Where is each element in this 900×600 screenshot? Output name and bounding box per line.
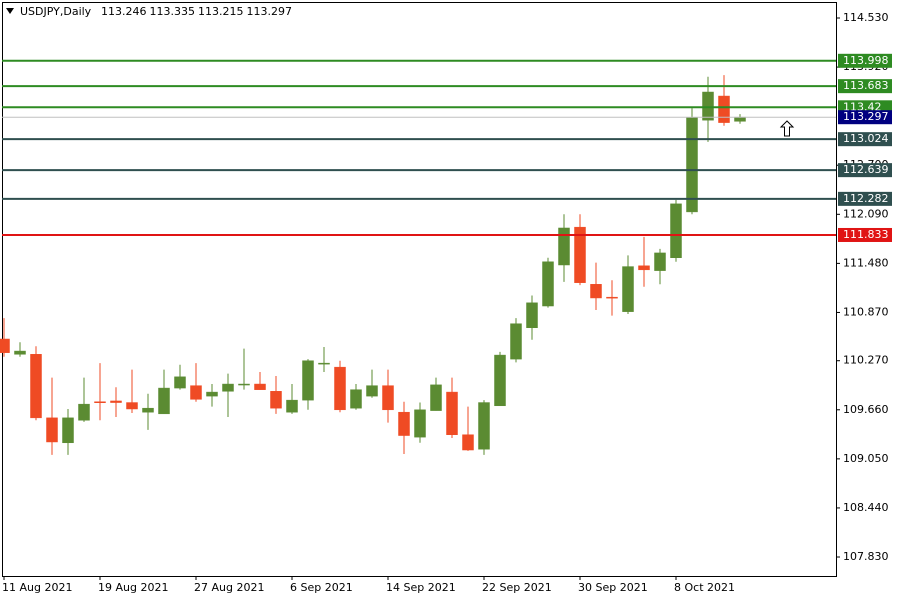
header-value: 113.215 bbox=[198, 5, 244, 18]
candle-body bbox=[302, 360, 314, 401]
candle-body bbox=[78, 403, 90, 421]
candle-body bbox=[494, 354, 506, 407]
candle-body bbox=[702, 91, 714, 121]
candle-body bbox=[366, 385, 378, 397]
header-value: 113.246 bbox=[101, 5, 147, 18]
candle-body bbox=[430, 384, 442, 411]
candle-body bbox=[590, 284, 602, 299]
candle-body bbox=[542, 261, 554, 307]
menu-triangle bbox=[6, 8, 14, 14]
candle-body bbox=[14, 350, 26, 355]
x-tick-label: 30 Sep 2021 bbox=[578, 581, 648, 594]
x-tick-label: 6 Sep 2021 bbox=[290, 581, 353, 594]
y-tick-label: 114.530 bbox=[843, 11, 889, 24]
candle-body bbox=[638, 265, 650, 271]
y-tick-label: 111.480 bbox=[843, 256, 889, 269]
candle-body bbox=[558, 227, 570, 266]
candle-body bbox=[126, 402, 138, 410]
level-label: 113.024 bbox=[843, 132, 889, 145]
candle-body bbox=[190, 385, 202, 400]
candle-body bbox=[574, 226, 586, 283]
level-label-box bbox=[838, 132, 892, 147]
level-label-box bbox=[838, 191, 892, 206]
level-label: 111.833 bbox=[843, 228, 889, 241]
candle-body bbox=[510, 323, 522, 360]
candle-body bbox=[158, 387, 170, 415]
candle-body bbox=[350, 389, 362, 409]
level-label-box bbox=[838, 79, 892, 94]
candle-body bbox=[622, 266, 634, 312]
candle-body bbox=[526, 302, 538, 328]
level-label-box bbox=[838, 227, 892, 242]
level-label: 112.639 bbox=[843, 163, 889, 176]
x-tick-label: 19 Aug 2021 bbox=[98, 581, 168, 594]
y-tick-label: 108.440 bbox=[843, 501, 889, 514]
candle-body bbox=[446, 391, 458, 435]
candle-body bbox=[414, 409, 426, 438]
x-tick-label: 27 Aug 2021 bbox=[194, 581, 264, 594]
arrow-icon bbox=[779, 120, 795, 137]
candle-body bbox=[334, 366, 346, 411]
candle-body bbox=[174, 376, 186, 389]
candle-body bbox=[734, 116, 746, 122]
plot-frame bbox=[2, 2, 837, 577]
level-label: 113.998 bbox=[843, 54, 889, 67]
candle-body bbox=[94, 401, 106, 403]
header-value: 113.297 bbox=[247, 5, 293, 18]
level-label: 113.297 bbox=[843, 110, 889, 123]
y-tick-label: 110.270 bbox=[843, 354, 889, 367]
x-tick-label: 22 Sep 2021 bbox=[482, 581, 552, 594]
level-label-box bbox=[838, 53, 892, 68]
level-label: 113.683 bbox=[843, 79, 889, 92]
chart-title: USDJPY,Daily bbox=[20, 5, 92, 18]
candle-body bbox=[206, 391, 218, 397]
candle-body bbox=[606, 296, 618, 299]
candle-body bbox=[222, 383, 234, 392]
candle-body bbox=[110, 400, 122, 403]
candle-body bbox=[270, 391, 282, 409]
candle-body bbox=[686, 117, 698, 213]
candle-body bbox=[654, 252, 666, 271]
y-tick-label: 109.050 bbox=[843, 452, 889, 465]
level-label-box bbox=[838, 110, 892, 125]
candle-body bbox=[286, 399, 298, 413]
candle-body bbox=[398, 411, 410, 436]
candle-body bbox=[318, 362, 330, 365]
candle-body bbox=[382, 385, 394, 411]
candle-body bbox=[30, 354, 42, 419]
level-label-box bbox=[838, 163, 892, 178]
y-tick-label: 109.660 bbox=[843, 403, 889, 416]
x-tick-label: 11 Aug 2021 bbox=[2, 581, 72, 594]
candle-body bbox=[46, 417, 58, 443]
candle-body bbox=[254, 383, 266, 390]
candle-body bbox=[142, 407, 154, 413]
x-tick-label: 8 Oct 2021 bbox=[674, 581, 735, 594]
header-value: 113.335 bbox=[150, 5, 196, 18]
candle-body bbox=[718, 95, 730, 123]
candle-body bbox=[462, 434, 474, 451]
candle-body bbox=[478, 402, 490, 450]
candle-body bbox=[670, 203, 682, 258]
y-tick-label: 112.090 bbox=[843, 207, 889, 220]
candle-body bbox=[0, 338, 10, 353]
level-label: 113.42 bbox=[843, 100, 882, 113]
y-tick-label: 110.870 bbox=[843, 305, 889, 318]
y-tick-label: 107.830 bbox=[843, 550, 889, 563]
candle-body bbox=[62, 417, 74, 444]
candle-body bbox=[238, 383, 250, 386]
x-tick-label: 14 Sep 2021 bbox=[386, 581, 456, 594]
level-label: 112.282 bbox=[843, 192, 889, 205]
